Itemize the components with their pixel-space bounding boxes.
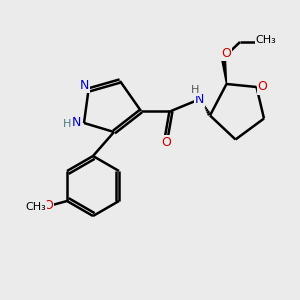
Text: O: O [222,47,231,61]
Text: N: N [72,116,81,130]
Text: H: H [63,119,72,130]
Text: N: N [195,92,204,106]
Text: O: O [258,80,267,94]
Text: O: O [162,136,171,149]
Text: N: N [79,79,89,92]
Text: H: H [191,85,199,95]
Text: CH₃: CH₃ [256,35,277,46]
Text: O: O [43,199,53,212]
Text: CH₃: CH₃ [25,202,46,212]
Polygon shape [222,58,226,84]
